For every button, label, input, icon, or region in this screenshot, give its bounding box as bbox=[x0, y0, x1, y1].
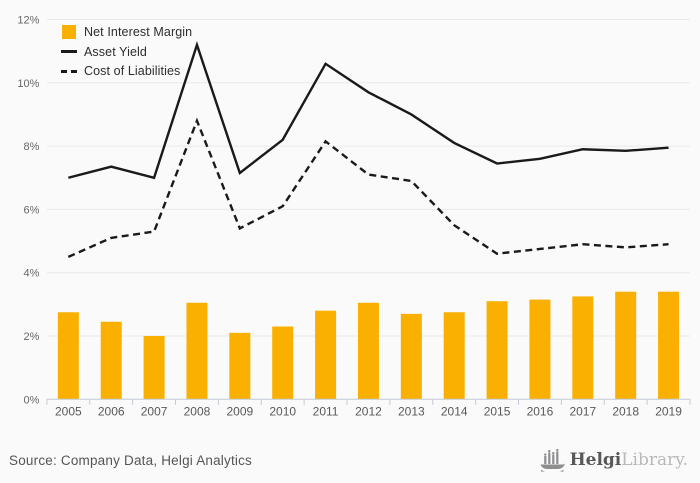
y-axis-tick-label: 0% bbox=[23, 394, 39, 406]
bar-2011 bbox=[315, 310, 337, 400]
x-axis-year-label: 2009 bbox=[226, 405, 253, 419]
legend-label: Net Interest Margin bbox=[84, 25, 193, 39]
bar-2015 bbox=[486, 301, 508, 400]
x-axis-year-label: 2018 bbox=[612, 405, 639, 419]
chart-legend: Net Interest Margin Asset Yield Cost of … bbox=[61, 25, 192, 78]
x-axis-year-label: 2010 bbox=[269, 405, 296, 419]
x-axis-year-label: 2019 bbox=[655, 405, 682, 419]
legend-swatch-dashed-line-icon bbox=[61, 64, 77, 78]
legend-label: Cost of Liabilities bbox=[84, 64, 181, 78]
bar-2007 bbox=[143, 336, 165, 400]
y-axis-tick-label: 4% bbox=[23, 268, 39, 280]
y-axis-tick-label: 6% bbox=[23, 204, 39, 216]
bar-2016 bbox=[529, 299, 551, 400]
bar-2006 bbox=[100, 321, 122, 400]
y-axis-tick-label: 12% bbox=[17, 15, 39, 27]
x-axis-year-label: 2015 bbox=[484, 405, 511, 419]
legend-swatch-orange-square-icon bbox=[61, 25, 77, 39]
x-axis-year-label: 2007 bbox=[141, 405, 168, 419]
x-axis-year-label: 2013 bbox=[398, 405, 425, 419]
helgi-library-logo: HelgiLibrary. bbox=[540, 449, 688, 472]
bar-2010 bbox=[272, 326, 294, 400]
bar-2017 bbox=[572, 296, 594, 400]
bar-2008 bbox=[186, 302, 208, 400]
y-axis-tick-label: 8% bbox=[23, 141, 39, 153]
legend-swatch-solid-line-icon bbox=[61, 45, 77, 59]
logo-brand-light: Library. bbox=[621, 450, 688, 470]
x-axis-year-label: 2008 bbox=[184, 405, 211, 419]
x-axis-year-label: 2014 bbox=[441, 405, 468, 419]
bar-2014 bbox=[443, 312, 465, 400]
bar-2018 bbox=[615, 291, 637, 400]
source-text: Source: Company Data, Helgi Analytics bbox=[9, 453, 253, 468]
logo-brand-bold: Helgi bbox=[569, 450, 622, 470]
bar-2013 bbox=[400, 313, 422, 400]
y-axis-tick-label: 10% bbox=[17, 78, 39, 90]
x-axis-year-label: 2011 bbox=[313, 405, 339, 419]
legend-label: Asset Yield bbox=[84, 44, 147, 59]
chart-container: 0% 2% 4% 6% 8% 10% 12% 2005 2006 2007 2008 2009 2010… bbox=[17, 15, 691, 419]
legend-item-cost-of-liabilities: Cost of Liabilities bbox=[61, 64, 192, 78]
bar-2019 bbox=[658, 291, 680, 400]
x-axis-year-label: 2016 bbox=[527, 405, 554, 419]
legend-item-net-interest-margin: Net Interest Margin bbox=[61, 25, 192, 39]
x-axis-year-label: 2017 bbox=[569, 405, 596, 419]
bar-2009 bbox=[229, 332, 251, 400]
bar-2012 bbox=[357, 302, 379, 400]
line-cost-of-liabilities bbox=[67, 117, 669, 258]
chart-footer: Source: Company Data, Helgi Analytics He… bbox=[0, 438, 700, 483]
bar-2005 bbox=[57, 312, 79, 400]
logo-text: HelgiLibrary. bbox=[570, 452, 688, 469]
x-axis-year-label: 2005 bbox=[55, 405, 82, 419]
x-axis-year-label: 2006 bbox=[98, 405, 125, 419]
y-axis-tick-label: 2% bbox=[23, 331, 39, 343]
legend-item-asset-yield: Asset Yield bbox=[61, 45, 192, 59]
x-axis-year-label: 2012 bbox=[355, 405, 382, 419]
chart-svg: 0% 2% 4% 6% 8% 10% 12% 2005 2006 2007 2008 2009 2010… bbox=[17, 15, 691, 419]
line-asset-yield bbox=[68, 40, 669, 180]
helgi-ship-icon bbox=[540, 449, 565, 472]
